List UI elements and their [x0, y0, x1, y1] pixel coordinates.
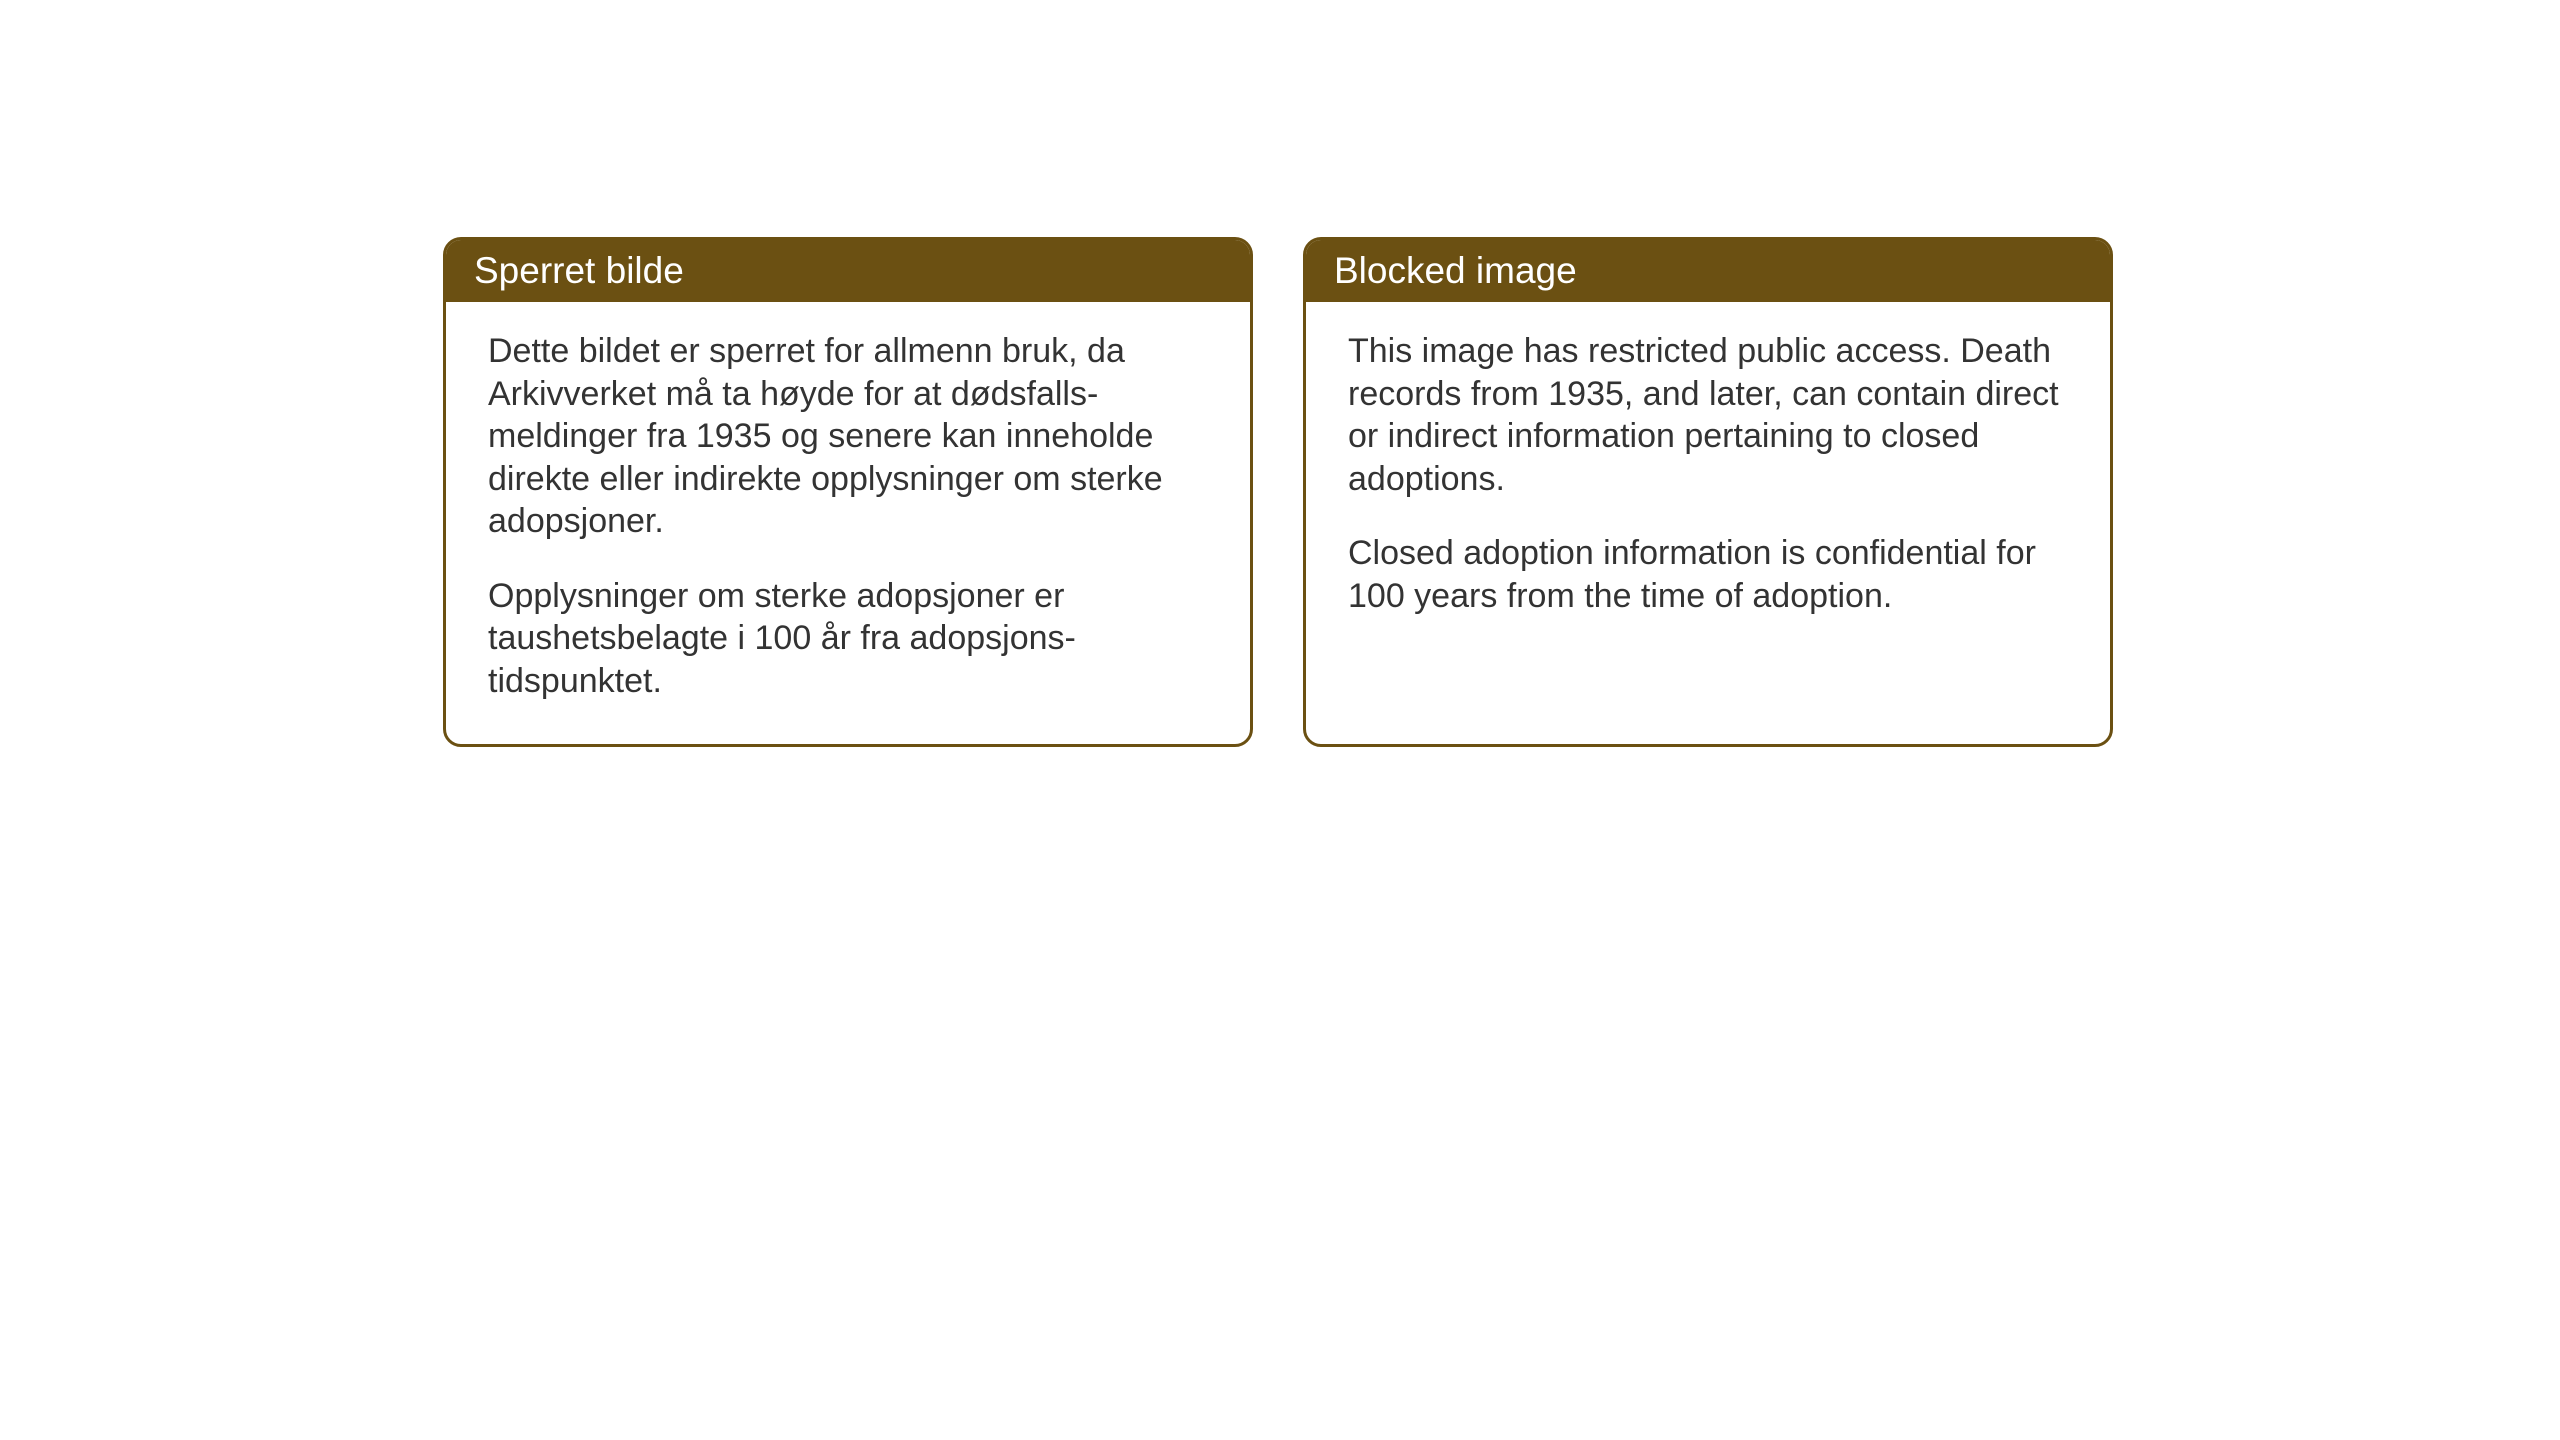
card-paragraph: Dette bildet er sperret for allmenn bruk…	[488, 330, 1208, 543]
card-paragraph: Closed adoption information is confident…	[1348, 532, 2068, 617]
card-body-norwegian: Dette bildet er sperret for allmenn bruk…	[446, 302, 1250, 744]
card-paragraph: This image has restricted public access.…	[1348, 330, 2068, 500]
cards-container: Sperret bilde Dette bildet er sperret fo…	[443, 237, 2113, 747]
blocked-image-card-english: Blocked image This image has restricted …	[1303, 237, 2113, 747]
card-body-english: This image has restricted public access.…	[1306, 302, 2110, 744]
card-header-english: Blocked image	[1306, 240, 2110, 302]
blocked-image-card-norwegian: Sperret bilde Dette bildet er sperret fo…	[443, 237, 1253, 747]
card-header-norwegian: Sperret bilde	[446, 240, 1250, 302]
card-paragraph: Opplysninger om sterke adopsjoner er tau…	[488, 575, 1208, 703]
